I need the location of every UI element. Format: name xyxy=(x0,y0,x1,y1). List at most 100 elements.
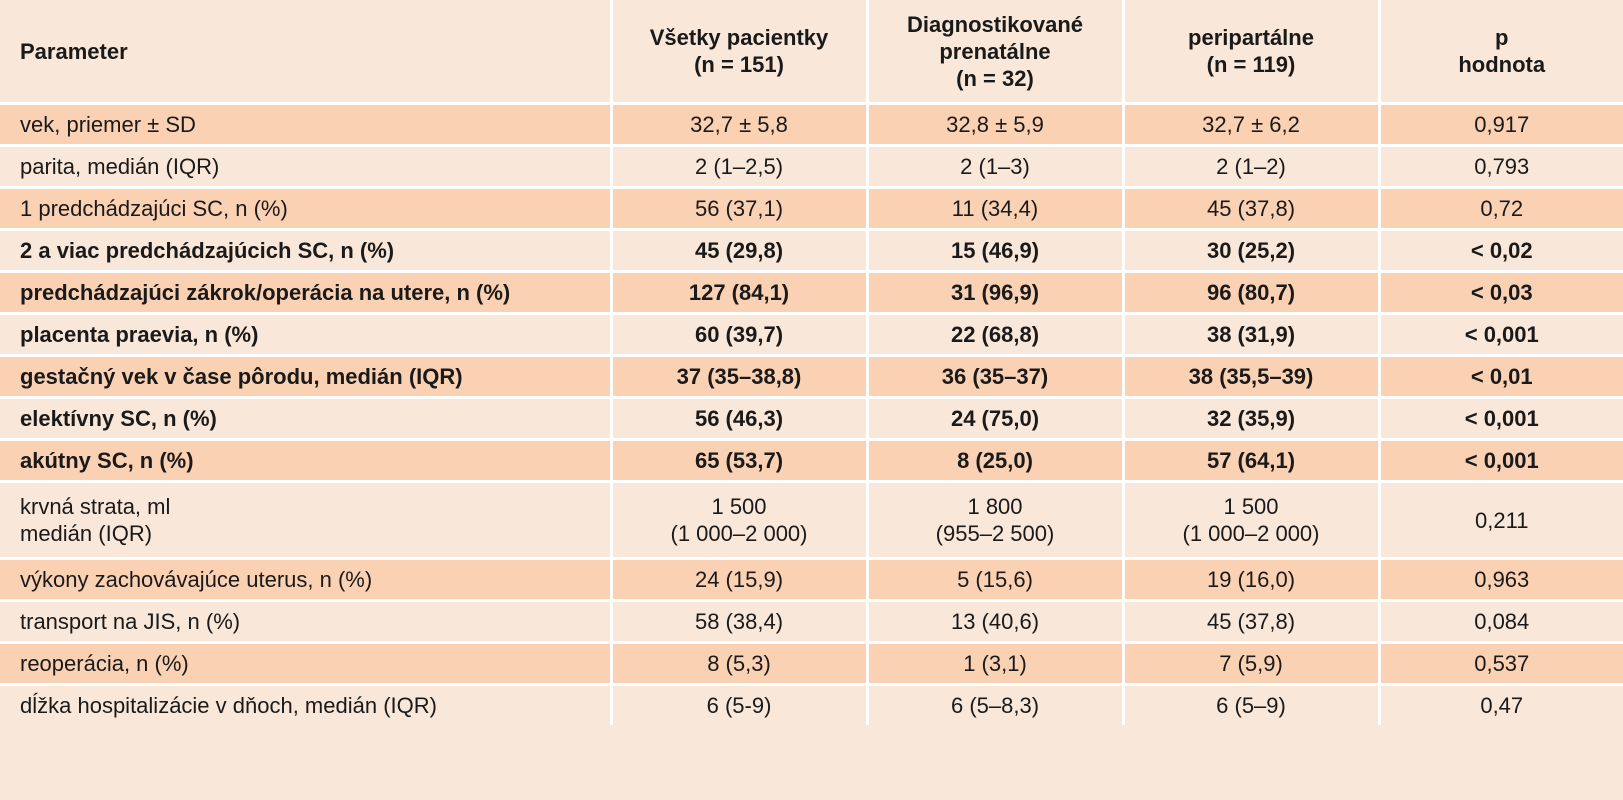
cell-text-line: 6 (5–9) xyxy=(1216,693,1286,718)
cell-text-line: 2 (1–3) xyxy=(960,154,1030,179)
header-text-line: peripartálne xyxy=(1188,25,1314,50)
header-text-line: Diagnostikované xyxy=(906,11,1084,37)
table-row: akútny SC, n (%) 65 (53,7) 8 (25,0) 57 (64,… xyxy=(0,438,1623,482)
cell-text-line: 1 500 xyxy=(1223,494,1279,519)
cell-text-line: 5 (15,6) xyxy=(957,567,1033,592)
cell-text-line: krvná strata, ml xyxy=(20,494,171,519)
cell-text-line: 19 (16,0) xyxy=(1206,567,1296,592)
cell-p-value: < 0,001 xyxy=(1377,396,1623,440)
table-row: 1 predchádzajúci SC, n (%) 56 (37,1) 11 (3… xyxy=(0,186,1623,230)
row-label: akútny SC, n (%) xyxy=(0,438,611,482)
cell-all-patients: 58 (38,4) xyxy=(609,599,867,643)
cell-text-line: < 0,001 xyxy=(1464,448,1539,473)
cell-prenatal: 5 (15,6) xyxy=(865,557,1123,601)
cell-p-value: 0,963 xyxy=(1377,557,1623,601)
cell-all-patients: 56 (46,3) xyxy=(609,396,867,440)
cell-peripartal: 6 (5–9) xyxy=(1121,683,1379,725)
cell-text-line: 0,917 xyxy=(1474,112,1530,137)
header-parameter: Parameter xyxy=(0,0,611,104)
cell-peripartal: 57 (64,1) xyxy=(1121,438,1379,482)
cell-text-line: < 0,02 xyxy=(1470,238,1533,263)
cell-text-line: 32 (35,9) xyxy=(1206,406,1296,431)
cell-p-value: 0,917 xyxy=(1377,102,1623,146)
cell-prenatal: 22 (68,8) xyxy=(865,312,1123,356)
row-label: gestačný vek v čase pôrodu, medián (IQR) xyxy=(0,354,611,398)
cell-all-patients: 32,7 ± 5,8 xyxy=(609,102,867,146)
table-row: placenta praevia, n (%) 60 (39,7) 22 (68,8… xyxy=(0,312,1623,356)
table-row: 2 a viac predchádzajúcich SC, n (%) 45 (2… xyxy=(0,228,1623,272)
cell-peripartal: 19 (16,0) xyxy=(1121,557,1379,601)
row-label: reoperácia, n (%) xyxy=(0,641,611,685)
cell-text-line: 32,7 ± 5,8 xyxy=(690,112,788,137)
cell-peripartal: 38 (35,5–39) xyxy=(1121,354,1379,398)
cell-text-line: 57 (64,1) xyxy=(1206,448,1296,473)
cell-text-line: 38 (35,5–39) xyxy=(1188,364,1314,389)
row-label: dĺžka hospitalizácie v dňoch, medián (IQ… xyxy=(0,683,611,725)
header-all-patients: Všetky pacientky (n = 151) xyxy=(609,0,867,104)
header-peripartal: peripartálne (n = 119) xyxy=(1121,0,1379,104)
cell-text-line: dĺžka hospitalizácie v dňoch, medián (IQ… xyxy=(20,693,437,718)
row-label: placenta praevia, n (%) xyxy=(0,312,611,356)
cell-text-line: 24 (75,0) xyxy=(950,406,1040,431)
cell-text-line: 1 500 xyxy=(711,494,767,519)
cell-text-line: 0,211 xyxy=(1475,507,1529,533)
cell-text-line: 56 (37,1) xyxy=(694,196,784,221)
header-text-line: (n = 151) xyxy=(694,52,784,77)
cell-text-line: 31 (96,9) xyxy=(950,280,1040,305)
cell-text-line: 0,793 xyxy=(1474,154,1530,179)
cell-prenatal: 11 (34,4) xyxy=(865,186,1123,230)
cell-text-line: 96 (80,7) xyxy=(1206,280,1296,305)
header-text-line: Všetky pacientky xyxy=(649,25,829,50)
cell-text-line: 15 (46,9) xyxy=(950,238,1040,263)
cell-peripartal: 32 (35,9) xyxy=(1121,396,1379,440)
cell-text-line: parita, medián (IQR) xyxy=(20,154,220,179)
cell-text-line: elektívny SC, n (%) xyxy=(20,406,217,431)
cell-text-line: 45 (37,8) xyxy=(1206,196,1296,221)
cell-text-line: < 0,001 xyxy=(1464,406,1539,431)
cell-prenatal: 8 (25,0) xyxy=(865,438,1123,482)
cell-prenatal: 32,8 ± 5,9 xyxy=(865,102,1123,146)
cell-peripartal: 7 (5,9) xyxy=(1121,641,1379,685)
header-p-value: p hodnota xyxy=(1377,0,1623,104)
header-text-line: Parameter xyxy=(20,38,128,64)
cell-all-patients: 127 (84,1) xyxy=(609,270,867,314)
table-row: dĺžka hospitalizácie v dňoch, medián (IQ… xyxy=(0,683,1623,725)
cell-all-patients: 2 (1–2,5) xyxy=(609,144,867,188)
cell-prenatal: 24 (75,0) xyxy=(865,396,1123,440)
cell-text-line: výkony zachovávajúce uterus, n (%) xyxy=(20,567,373,592)
cell-text-line: 6 (5-9) xyxy=(706,693,772,718)
cell-peripartal: 2 (1–2) xyxy=(1121,144,1379,188)
cell-text-line: 32,8 ± 5,9 xyxy=(946,112,1044,137)
cell-peripartal: 45 (37,8) xyxy=(1121,186,1379,230)
cell-all-patients: 1 500 (1 000–2 000) xyxy=(609,480,867,559)
cell-p-value: < 0,001 xyxy=(1377,438,1623,482)
header-text-line: p xyxy=(1495,25,1509,50)
header-text-line: (n = 119) xyxy=(1206,52,1296,77)
cell-text-line: 1 predchádzajúci SC, n (%) xyxy=(20,196,288,221)
table-row: vek, priemer ± SD 32,7 ± 5,8 32,8 ± 5,9 32,… xyxy=(0,102,1623,146)
cell-text-line: 58 (38,4) xyxy=(694,609,784,634)
header-row: Parameter Všetky pacientky (n = 151) Diagno… xyxy=(0,0,1623,104)
cell-p-value: 0,793 xyxy=(1377,144,1623,188)
row-label: transport na JIS, n (%) xyxy=(0,599,611,643)
table-row: elektívny SC, n (%) 56 (46,3) 24 (75,0) 32 … xyxy=(0,396,1623,440)
cell-all-patients: 6 (5-9) xyxy=(609,683,867,725)
table-row: predchádzajúci zákrok/operácia na utere,… xyxy=(0,270,1623,314)
cell-text-line: vek, priemer ± SD xyxy=(20,112,196,137)
cell-prenatal: 13 (40,6) xyxy=(865,599,1123,643)
cell-text-line: 32,7 ± 6,2 xyxy=(1202,112,1300,137)
cell-prenatal: 36 (35–37) xyxy=(865,354,1123,398)
cell-peripartal: 96 (80,7) xyxy=(1121,270,1379,314)
cell-text-line: medián (IQR) xyxy=(20,521,153,546)
cell-text-line: (1 000–2 000) xyxy=(670,521,808,546)
cell-text-line: 0,72 xyxy=(1480,196,1524,221)
row-label: 1 predchádzajúci SC, n (%) xyxy=(0,186,611,230)
cell-prenatal: 1 800 (955–2 500) xyxy=(865,480,1123,559)
cell-text-line: 56 (46,3) xyxy=(694,406,784,431)
cell-p-value: 0,211 xyxy=(1377,480,1623,559)
cell-peripartal: 1 500 (1 000–2 000) xyxy=(1121,480,1379,559)
cell-prenatal: 2 (1–3) xyxy=(865,144,1123,188)
cell-all-patients: 60 (39,7) xyxy=(609,312,867,356)
cell-text-line: 60 (39,7) xyxy=(694,322,784,347)
cell-text-line: 65 (53,7) xyxy=(694,448,784,473)
